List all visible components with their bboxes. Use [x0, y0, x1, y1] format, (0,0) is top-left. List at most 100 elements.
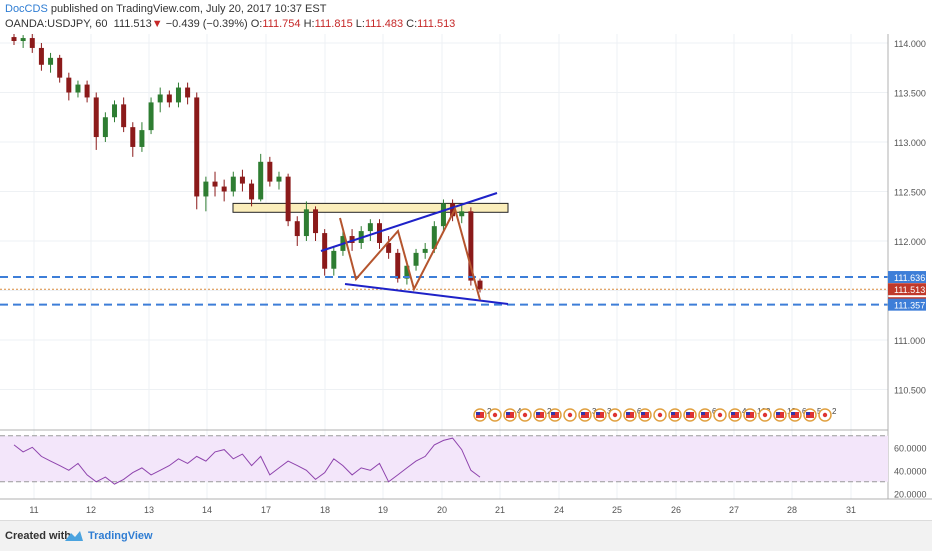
candle-body [194, 97, 200, 197]
flag-canton [551, 412, 555, 415]
rsi-tick-label: 40.0000 [894, 466, 927, 476]
price-tick-label: 114.000 [894, 39, 926, 49]
flag-canton [536, 412, 540, 415]
candle-body [440, 203, 446, 227]
flag-canton [701, 412, 705, 415]
candles [11, 34, 483, 293]
dot-center [612, 412, 618, 418]
trendline-lower[interactable] [344, 283, 509, 305]
date-tick-label: 13 [144, 505, 154, 515]
author-link[interactable]: DocCDS [5, 3, 48, 15]
open-value: 111.754 [262, 18, 301, 30]
price-change: −0.439 (−0.39%) [165, 18, 248, 30]
candle-body [66, 77, 72, 93]
candle-body [459, 211, 465, 217]
price-axis[interactable]: 110.500111.000111.500112.000112.500113.0… [887, 34, 926, 499]
candle-body [38, 47, 44, 65]
ohlc-line: OANDA:USDJPY, 60 111.513▼ −0.439 (−0.39%… [5, 18, 455, 30]
flag-canton [581, 412, 585, 415]
candle-body [450, 203, 456, 217]
resistance-zone [232, 202, 509, 213]
high-value: 111.815 [314, 18, 353, 30]
candle-body [294, 221, 300, 237]
candle-body [313, 209, 319, 234]
candle-body [367, 223, 373, 232]
price-chart[interactable]: 110.500111.000111.500112.000112.500113.0… [0, 34, 932, 520]
flag-canton [731, 412, 735, 415]
candle-body [285, 176, 291, 222]
flag-canton [476, 412, 480, 415]
date-tick-label: 24 [554, 505, 564, 515]
candle-body [349, 236, 355, 243]
price-tick-label: 113.500 [894, 89, 926, 99]
chart-header: DocCDS published on TradingView.com, Jul… [0, 0, 932, 34]
candle-body [267, 161, 273, 182]
trendline-upper[interactable] [320, 192, 498, 252]
candle-body [166, 94, 172, 103]
price-label-current: 111.513 [894, 285, 925, 295]
flag-canton [806, 412, 810, 415]
pattern-zigzag[interactable] [339, 206, 481, 301]
candle-body [48, 57, 54, 65]
candle-body [148, 102, 154, 131]
rsi-panel[interactable]: 60.0000 40.0000 20.0000 [0, 429, 927, 499]
flag-canton [746, 412, 750, 415]
flag-canton [776, 412, 780, 415]
candle-body [303, 209, 309, 237]
tradingview-brand[interactable]: TradingView [88, 530, 153, 542]
time-axis[interactable]: 11 12 13 14 17 18 19 20 21 24 25 26 27 28 31 [0, 498, 932, 515]
price-tick-label: 111.000 [894, 336, 925, 346]
candle-body [20, 38, 26, 42]
flag-canton [596, 412, 600, 415]
down-arrow-icon: ▼ [151, 18, 163, 30]
price-label-lower-bg [888, 298, 926, 311]
candle-body [404, 265, 410, 279]
price-tick-label: 112.000 [894, 237, 926, 247]
candle-body [130, 127, 136, 147]
date-tick-label: 31 [846, 505, 856, 515]
high-label: H: [303, 18, 315, 30]
candle-body [331, 250, 337, 269]
event-count: 2 [832, 407, 837, 416]
candle-body [175, 87, 181, 103]
candle-body [75, 84, 81, 93]
dot-center [717, 412, 723, 418]
price-label-upper: 111.636 [894, 273, 925, 283]
dot-center [492, 412, 498, 418]
candle-body [422, 248, 428, 253]
low-value: 111.483 [364, 18, 404, 30]
symbol-label: OANDA:USDJPY, 60 [5, 18, 108, 30]
candle-body [395, 252, 401, 279]
dot-center [762, 412, 768, 418]
candle-body [29, 38, 35, 48]
candle-body [203, 181, 209, 197]
events-row: 2423366410213652 [473, 407, 837, 422]
publish-info: published on TradingView.com, July 20, 2… [47, 3, 327, 15]
dot-center [657, 412, 663, 418]
candle-body [276, 176, 282, 182]
date-tick-label: 19 [378, 505, 388, 515]
price-label-upper-bg [888, 271, 926, 284]
flag-canton [506, 412, 510, 415]
price-tick-label: 113.000 [894, 138, 926, 148]
candle-body [431, 226, 437, 249]
last-price: 111.513 [113, 18, 152, 30]
flag-canton [626, 412, 630, 415]
candle-body [477, 280, 483, 290]
open-label: O: [250, 18, 263, 30]
publish-line: DocCDS published on TradingView.com, Jul… [5, 3, 326, 15]
date-tick-label: 11 [29, 505, 38, 515]
flag-canton [686, 412, 690, 415]
price-tick-label: 112.500 [894, 188, 926, 198]
price-label-lower: 111.357 [894, 301, 925, 311]
flag-canton [791, 412, 795, 415]
candle-body [139, 130, 145, 147]
footer-bar: Created with TradingView [0, 520, 932, 551]
dot-center [522, 412, 528, 418]
rsi-tick-label: 60.0000 [894, 443, 927, 453]
close-value: 111.513 [417, 18, 456, 30]
dot-center [822, 412, 828, 418]
flag-canton [671, 412, 675, 415]
candle-body [93, 97, 99, 138]
candle-body [112, 104, 118, 118]
